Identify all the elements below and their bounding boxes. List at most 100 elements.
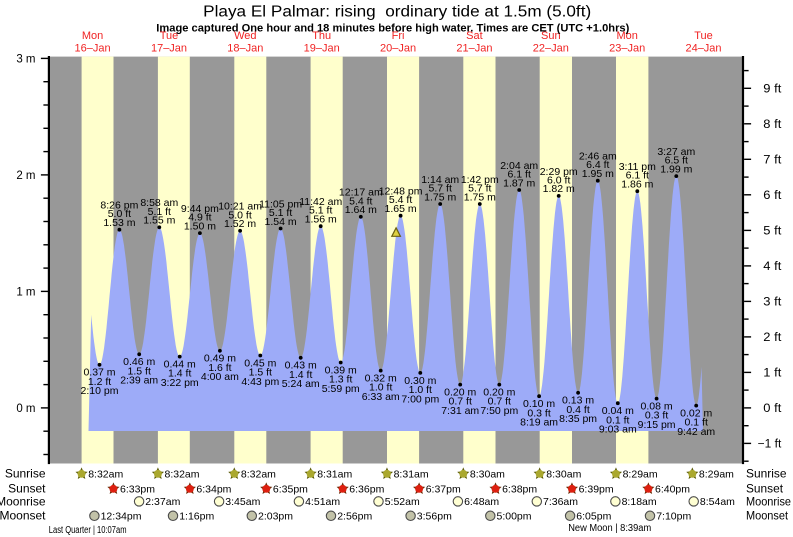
svg-text:4:43 pm: 4:43 pm [241, 376, 279, 388]
svg-text:5.1 ft: 5.1 ft [148, 206, 171, 218]
svg-text:1.55 m: 1.55 m [143, 215, 175, 227]
svg-text:0.20 m: 0.20 m [444, 386, 476, 398]
svg-text:1.52 m: 1.52 m [224, 218, 256, 230]
svg-text:8:19 am: 8:19 am [520, 417, 558, 429]
svg-text:6.1 ft: 6.1 ft [626, 170, 649, 182]
svg-text:11:42 am: 11:42 am [299, 196, 342, 208]
svg-text:Thu: Thu [312, 30, 331, 42]
svg-text:8:18am: 8:18am [622, 496, 657, 508]
svg-text:0.32 m: 0.32 m [365, 372, 397, 384]
svg-text:3:22 pm: 3:22 pm [161, 377, 199, 389]
svg-text:3:45am: 3:45am [225, 496, 260, 508]
svg-text:16–Jan: 16–Jan [75, 43, 111, 55]
svg-text:3 ft: 3 ft [763, 296, 782, 308]
svg-text:Sunrise: Sunrise [5, 466, 46, 480]
svg-text:5.1 ft: 5.1 ft [269, 207, 292, 219]
svg-text:Sunset: Sunset [746, 482, 784, 496]
svg-text:1.6 ft: 1.6 ft [208, 362, 231, 374]
svg-text:5:59 pm: 5:59 pm [322, 383, 360, 395]
svg-text:2:03pm: 2:03pm [258, 511, 293, 523]
svg-text:9:15 pm: 9:15 pm [638, 419, 676, 431]
svg-text:8:31am: 8:31am [394, 469, 429, 481]
svg-text:8 ft: 8 ft [763, 119, 782, 131]
svg-text:1:14 am: 1:14 am [421, 174, 459, 186]
svg-text:6:33 am: 6:33 am [362, 391, 400, 403]
svg-text:Moonset: Moonset [746, 509, 789, 523]
svg-text:1.82 m: 1.82 m [543, 183, 575, 195]
svg-text:17–Jan: 17–Jan [151, 43, 187, 55]
svg-text:1.86 m: 1.86 m [621, 179, 653, 191]
svg-text:1.65 m: 1.65 m [385, 203, 417, 215]
svg-text:11:05 pm: 11:05 pm [259, 198, 302, 210]
svg-text:8:35 pm: 8:35 pm [559, 413, 597, 425]
svg-text:12:34pm: 12:34pm [101, 511, 142, 523]
svg-text:0.49 m: 0.49 m [204, 353, 236, 365]
svg-text:9:03 am: 9:03 am [599, 424, 637, 436]
svg-text:6:05pm: 6:05pm [576, 511, 611, 523]
svg-text:18–Jan: 18–Jan [227, 43, 263, 55]
svg-text:10:21 am: 10:21 am [218, 201, 262, 213]
svg-text:3 m: 3 m [16, 53, 35, 65]
svg-text:0.1 ft: 0.1 ft [685, 417, 708, 429]
svg-text:Tue: Tue [694, 30, 713, 42]
svg-text:1.99 m: 1.99 m [660, 163, 692, 175]
svg-text:0.39 m: 0.39 m [325, 364, 357, 376]
svg-text:21–Jan: 21–Jan [456, 43, 492, 55]
svg-text:Image captured One hour and 18: Image captured One hour and 18 minutes b… [156, 22, 629, 34]
svg-text:6:34pm: 6:34pm [196, 484, 231, 496]
svg-text:5:52am: 5:52am [385, 496, 420, 508]
svg-text:Mon: Mon [616, 30, 637, 42]
svg-text:1 ft: 1 ft [763, 367, 782, 379]
svg-text:6 ft: 6 ft [763, 190, 782, 202]
svg-text:1.5 ft: 1.5 ft [249, 367, 272, 379]
svg-text:0.10 m: 0.10 m [523, 398, 555, 410]
svg-text:0.20 m: 0.20 m [483, 386, 515, 398]
svg-text:1.75 m: 1.75 m [464, 191, 496, 203]
svg-text:23–Jan: 23–Jan [609, 43, 645, 55]
svg-text:9 ft: 9 ft [763, 83, 782, 95]
svg-text:8:30am: 8:30am [470, 469, 505, 481]
svg-text:1.2 ft: 1.2 ft [88, 376, 111, 388]
svg-text:4.9 ft: 4.9 ft [188, 212, 211, 224]
svg-text:2:04 am: 2:04 am [500, 160, 538, 172]
svg-text:Last Quarter | 10:07am: Last Quarter | 10:07am [49, 525, 127, 536]
svg-text:1 m: 1 m [16, 286, 35, 298]
svg-text:4:00 am: 4:00 am [201, 371, 239, 383]
svg-text:1.54 m: 1.54 m [265, 216, 297, 228]
svg-text:New Moon | 8:39am: New Moon | 8:39am [568, 523, 651, 534]
svg-text:5.0 ft: 5.0 ft [228, 209, 251, 221]
svg-text:8:30am: 8:30am [546, 469, 581, 481]
svg-text:6:37pm: 6:37pm [426, 484, 461, 496]
svg-text:0.43 m: 0.43 m [285, 360, 317, 372]
svg-text:Moonrise: Moonrise [746, 494, 791, 508]
svg-text:1.95 m: 1.95 m [582, 168, 614, 180]
svg-text:7:00 pm: 7:00 pm [401, 393, 439, 405]
svg-text:1.64 m: 1.64 m [345, 204, 377, 216]
svg-text:6.4 ft: 6.4 ft [586, 159, 609, 171]
svg-text:5:00pm: 5:00pm [497, 511, 532, 523]
svg-text:4:51am: 4:51am [305, 496, 340, 508]
svg-text:1.0 ft: 1.0 ft [409, 384, 432, 396]
svg-text:6:38pm: 6:38pm [502, 484, 537, 496]
svg-text:1.4 ft: 1.4 ft [168, 368, 191, 380]
svg-text:Fri: Fri [392, 30, 405, 42]
svg-text:2:29 pm: 2:29 pm [540, 166, 578, 178]
svg-text:8:58 am: 8:58 am [140, 197, 178, 209]
svg-text:3:11 pm: 3:11 pm [619, 161, 656, 173]
svg-text:7:31 am: 7:31 am [441, 405, 479, 417]
svg-text:6.5 ft: 6.5 ft [665, 155, 688, 167]
svg-text:1:42 pm: 1:42 pm [461, 174, 499, 186]
svg-text:6:33pm: 6:33pm [120, 484, 155, 496]
svg-text:Sunset: Sunset [8, 482, 46, 496]
svg-text:12:48 pm: 12:48 pm [379, 186, 423, 198]
svg-text:2 m: 2 m [16, 170, 35, 182]
svg-text:0.02 m: 0.02 m [680, 407, 712, 419]
svg-text:4 ft: 4 ft [763, 261, 782, 273]
svg-text:Tue: Tue [160, 30, 179, 42]
svg-text:9:42 am: 9:42 am [677, 426, 715, 438]
svg-text:7 ft: 7 ft [763, 154, 782, 166]
svg-text:−1 ft: −1 ft [758, 438, 782, 450]
svg-text:0.4 ft: 0.4 ft [566, 404, 589, 416]
svg-text:1.5 ft: 1.5 ft [128, 365, 151, 377]
svg-text:24–Jan: 24–Jan [685, 43, 721, 55]
